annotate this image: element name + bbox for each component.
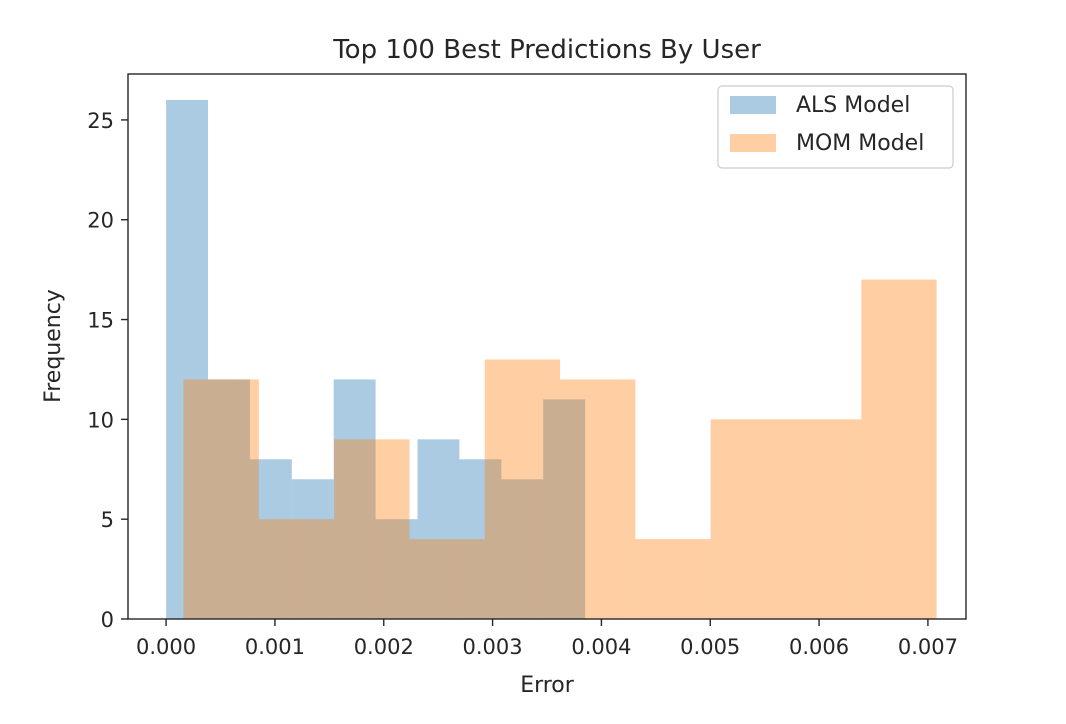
mom-model-bar [334, 439, 410, 619]
x-axis-ticks: 0.000 0.001 0.002 0.003 0.004 0.005 0.006 0.007 [136, 619, 958, 659]
legend-label: MOM Model [796, 131, 924, 156]
als-model-bar [291, 479, 334, 619]
x-tick-label: 0.005 [680, 635, 740, 659]
mom-model-bar [785, 419, 862, 619]
y-tick-label: 0 [101, 608, 114, 632]
chart-title: Top 100 Best Predictions By User [332, 35, 761, 65]
als-model-bar [333, 379, 376, 619]
x-tick-label: 0.002 [354, 635, 414, 659]
y-tick-label: 5 [101, 508, 114, 532]
mom-model-bar [710, 419, 786, 619]
mom-model-bar [484, 359, 561, 619]
als-model-bar [375, 519, 418, 619]
legend-swatch [730, 96, 776, 114]
x-tick-label: 0.006 [789, 635, 849, 659]
x-tick-label: 0.007 [898, 635, 958, 659]
als-model-bar [166, 99, 208, 619]
legend-box [717, 85, 954, 169]
x-axis-label: Error [520, 673, 575, 698]
bars-layer [166, 99, 937, 619]
y-tick-label: 25 [87, 109, 114, 133]
y-tick-label: 15 [87, 309, 114, 333]
y-axis-label: Frequency [41, 289, 66, 403]
legend-swatch [730, 134, 776, 152]
mom-model-bar [409, 539, 485, 619]
als-model-bar [543, 399, 586, 619]
als-model-bar [207, 379, 250, 619]
mom-model-bar [560, 379, 636, 619]
x-tick-label: 0.001 [245, 635, 305, 659]
legend: ALS Model MOM Model [717, 85, 954, 169]
als-model-bar [501, 479, 544, 619]
als-model-bar [417, 439, 460, 619]
als-model-bar [249, 459, 292, 619]
y-tick-label: 10 [87, 408, 114, 432]
y-tick-label: 20 [87, 209, 114, 233]
mom-model-bar [183, 379, 259, 619]
x-tick-label: 0.000 [136, 635, 196, 659]
x-tick-label: 0.004 [571, 635, 631, 659]
mom-model-bar [635, 539, 711, 619]
legend-label: ALS Model [796, 93, 910, 118]
mom-model-bar [861, 279, 937, 619]
plot-frame [127, 73, 967, 620]
mom-model-bar [258, 519, 335, 619]
als-model-bar [459, 459, 502, 619]
y-axis-ticks: 0 5 10 15 20 25 [87, 109, 128, 632]
x-tick-label: 0.003 [463, 635, 523, 659]
